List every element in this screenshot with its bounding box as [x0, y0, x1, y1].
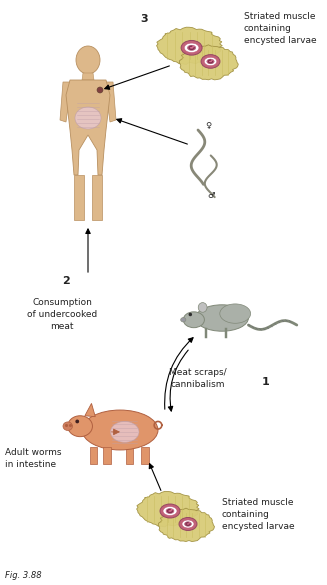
Polygon shape	[60, 82, 70, 122]
Polygon shape	[126, 447, 133, 464]
Circle shape	[189, 313, 192, 316]
Ellipse shape	[160, 504, 180, 518]
Ellipse shape	[82, 410, 158, 450]
Text: ♀: ♀	[205, 121, 211, 130]
Polygon shape	[157, 27, 222, 64]
Ellipse shape	[207, 59, 214, 64]
Polygon shape	[90, 447, 97, 464]
Polygon shape	[85, 404, 95, 417]
Polygon shape	[74, 175, 84, 220]
Ellipse shape	[75, 107, 101, 129]
Text: 1: 1	[262, 377, 270, 387]
Ellipse shape	[111, 421, 139, 442]
Ellipse shape	[184, 43, 199, 53]
Text: 3: 3	[140, 14, 147, 24]
Ellipse shape	[181, 318, 186, 322]
Ellipse shape	[187, 45, 196, 50]
Polygon shape	[137, 491, 199, 527]
Polygon shape	[179, 45, 238, 80]
Polygon shape	[106, 82, 116, 122]
Polygon shape	[92, 175, 102, 220]
Ellipse shape	[196, 305, 249, 331]
Text: Consumption
of undercooked
meat: Consumption of undercooked meat	[27, 298, 97, 331]
Polygon shape	[103, 447, 111, 464]
Text: Fig. 3.88: Fig. 3.88	[5, 571, 42, 580]
Ellipse shape	[163, 507, 177, 515]
Text: Meat scraps/
cannibalism: Meat scraps/ cannibalism	[169, 368, 227, 389]
Ellipse shape	[68, 416, 93, 436]
Text: Striated muscle
containing
encysted larvae: Striated muscle containing encysted larv…	[244, 12, 317, 44]
Ellipse shape	[201, 54, 220, 68]
Text: Adult worms
in intestine: Adult worms in intestine	[5, 448, 61, 469]
Ellipse shape	[183, 312, 204, 328]
Ellipse shape	[184, 522, 192, 526]
Text: ♂: ♂	[208, 191, 215, 200]
Polygon shape	[141, 447, 148, 464]
Ellipse shape	[181, 40, 202, 55]
Text: 2: 2	[62, 276, 70, 286]
Ellipse shape	[166, 508, 174, 514]
Ellipse shape	[198, 302, 207, 312]
Polygon shape	[158, 508, 215, 542]
Polygon shape	[82, 73, 94, 80]
Ellipse shape	[182, 520, 194, 528]
Circle shape	[75, 419, 79, 424]
Ellipse shape	[204, 57, 217, 66]
Ellipse shape	[63, 422, 73, 431]
Text: Striated muscle
containing
encysted larvae: Striated muscle containing encysted larv…	[222, 498, 295, 531]
Ellipse shape	[220, 304, 250, 324]
Circle shape	[97, 87, 103, 93]
Ellipse shape	[179, 518, 197, 531]
Polygon shape	[66, 80, 110, 175]
Ellipse shape	[76, 46, 100, 74]
